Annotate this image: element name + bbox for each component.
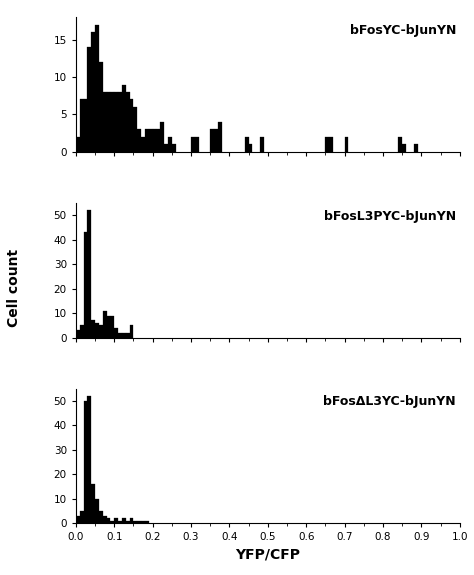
Bar [76, 516, 80, 523]
Bar [107, 92, 110, 152]
Bar [126, 92, 129, 152]
Bar [103, 92, 107, 152]
Bar [114, 92, 118, 152]
Bar [83, 401, 87, 523]
Bar [114, 328, 118, 338]
Bar [118, 333, 122, 338]
Bar [141, 137, 145, 152]
Bar [126, 521, 129, 523]
Bar [195, 137, 199, 152]
Bar [129, 325, 134, 338]
Text: bFosYC-bJunYN: bFosYC-bJunYN [349, 24, 456, 37]
Bar [172, 144, 176, 152]
Bar [398, 137, 402, 152]
Bar [99, 511, 103, 523]
Bar [153, 129, 156, 152]
Bar [110, 521, 114, 523]
Bar [214, 129, 218, 152]
Bar [325, 137, 329, 152]
Bar [95, 499, 99, 523]
Bar [95, 323, 99, 338]
Bar [110, 92, 114, 152]
Bar [329, 137, 333, 152]
Bar [103, 516, 107, 523]
Bar [145, 129, 149, 152]
Bar [129, 99, 134, 152]
Bar [76, 330, 80, 338]
Bar [160, 122, 164, 152]
Bar [80, 99, 83, 152]
Bar [110, 316, 114, 338]
Bar [91, 484, 95, 523]
Bar [122, 333, 126, 338]
Bar [91, 32, 95, 152]
Bar [133, 521, 137, 523]
Bar [107, 316, 110, 338]
Bar [103, 310, 107, 338]
Bar [83, 99, 87, 152]
Bar [133, 107, 137, 152]
Bar [87, 210, 91, 338]
Text: bFosL3PYC-bJunYN: bFosL3PYC-bJunYN [324, 210, 456, 223]
Text: bFosΔL3YC-bJunYN: bFosΔL3YC-bJunYN [323, 396, 456, 408]
Bar [80, 325, 83, 338]
Bar [122, 518, 126, 523]
Bar [129, 518, 134, 523]
Bar [95, 25, 99, 152]
Bar [218, 122, 222, 152]
Bar [245, 137, 248, 152]
Bar [80, 511, 83, 523]
Text: Cell count: Cell count [7, 248, 21, 327]
Bar [414, 144, 418, 152]
Bar [83, 232, 87, 338]
Bar [345, 137, 348, 152]
Bar [99, 62, 103, 152]
X-axis label: YFP/CFP: YFP/CFP [235, 548, 301, 562]
Bar [402, 144, 406, 152]
Bar [137, 129, 141, 152]
Bar [168, 137, 172, 152]
Bar [122, 85, 126, 152]
Bar [87, 47, 91, 152]
Bar [145, 521, 149, 523]
Bar [164, 144, 168, 152]
Bar [118, 521, 122, 523]
Bar [248, 144, 253, 152]
Bar [126, 333, 129, 338]
Bar [114, 518, 118, 523]
Bar [118, 92, 122, 152]
Bar [191, 137, 195, 152]
Bar [91, 320, 95, 338]
Bar [141, 521, 145, 523]
Bar [149, 129, 153, 152]
Bar [260, 137, 264, 152]
Bar [156, 129, 160, 152]
Bar [87, 396, 91, 523]
Bar [107, 518, 110, 523]
Bar [99, 325, 103, 338]
Bar [210, 129, 214, 152]
Bar [137, 521, 141, 523]
Bar [76, 137, 80, 152]
